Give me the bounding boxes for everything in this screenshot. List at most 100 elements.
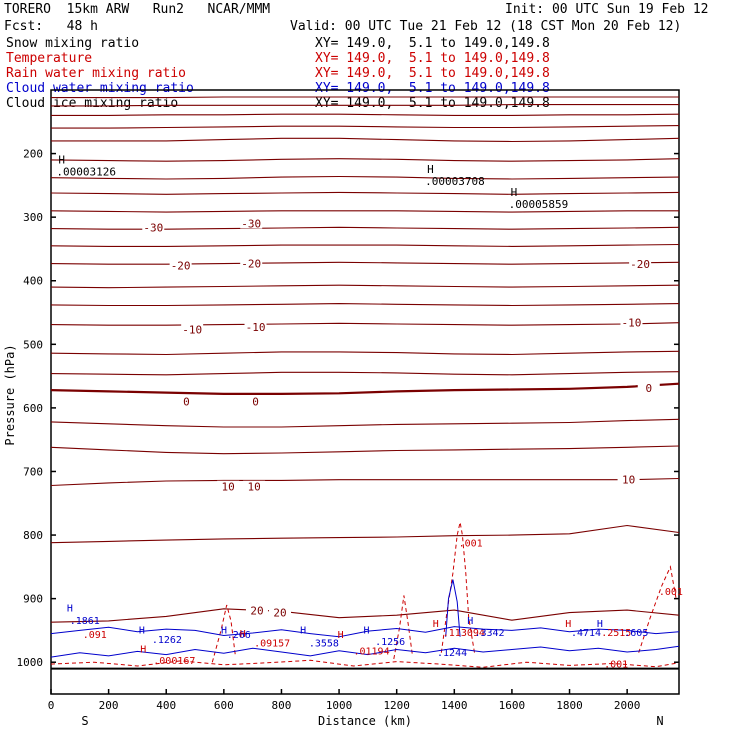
x-tick-label-1: 200 [99, 699, 119, 712]
contour-label-7: -10 [622, 317, 642, 330]
cloud-water-contour-1 [50, 645, 680, 658]
field-xy-snow: XY= 149.0, 5.1 to 149.0,149.8 [315, 36, 550, 51]
contour-label-bg-13 [617, 473, 640, 485]
plot-frame [50, 89, 680, 695]
x-tick-label-6: 1200 [383, 699, 410, 712]
contour-label-12: 10 [247, 481, 260, 494]
low-level-label-6: .000167 [153, 656, 195, 667]
field-name-temperature: Temperature [6, 51, 93, 66]
init-time: Init: 00 UTC Sun 19 Feb 12 [505, 2, 709, 17]
low-level-label-20: .3342 [474, 628, 504, 639]
isotherm-1 [51, 104, 679, 107]
y-tick-label-3: 500 [23, 338, 43, 351]
contour-label-bg-10 [637, 382, 660, 394]
isotherm-6 [50, 175, 680, 180]
isotherm-22 [50, 608, 680, 623]
low-level-label-16: .1256 [375, 637, 405, 648]
maxima-label-2: .00005859 [509, 198, 569, 211]
low-level-label-21: H [467, 616, 473, 627]
y-tick-label-4: 600 [23, 402, 43, 415]
contour-label-2: -20 [171, 259, 191, 272]
y-tick-label-2: 400 [23, 275, 43, 288]
contour-label-bg-1 [240, 217, 263, 229]
field-name-cloud-water: Cloud water mixing ratio [6, 81, 194, 96]
field-name-rain: Rain water mixing ratio [6, 66, 187, 81]
low-level-label-15: H [364, 626, 370, 637]
cloud-water-contour-0 [50, 626, 680, 638]
low-level-label-10: .09157 [254, 638, 290, 649]
isotherm-19 [50, 445, 680, 455]
isotherm-2 [51, 113, 680, 116]
y-tick-label-1: 300 [23, 211, 43, 224]
contour-label-10: 0 [645, 382, 652, 395]
isotherm-5 [50, 158, 680, 162]
isotherm-12 [50, 284, 680, 289]
x-tick-label-3: 600 [214, 699, 234, 712]
rain-contour-0 [440, 522, 475, 653]
isotherm-18 [50, 418, 680, 428]
x-axis-label: Distance (km) [318, 714, 412, 728]
low-level-label-8: .266 [227, 630, 251, 641]
x-tick-label-0: 0 [48, 699, 55, 712]
maxima-marker-0: H [58, 153, 65, 166]
low-level-label-17: .1244 [437, 648, 467, 659]
low-level-label-5: H [140, 645, 146, 656]
isotherm-15 [50, 350, 680, 356]
valid-time: Valid: 00 UTC Tue 21 Feb 12 (18 CST Mon … [290, 19, 682, 34]
low-level-label-29: .001 [604, 659, 628, 670]
isotherm-20 [50, 477, 680, 487]
low-level-label-19: .113094 [443, 628, 485, 639]
contour-label-bg-6 [244, 321, 267, 333]
low-level-label-1: .1861 [70, 616, 100, 627]
y-tick-label-6: 800 [23, 529, 43, 542]
isotherm-4 [51, 137, 680, 143]
low-level-label-22: H [565, 619, 571, 630]
contour-label-11: 10 [222, 481, 235, 494]
field-xy-rain: XY= 149.0, 5.1 to 149.0,149.8 [315, 66, 550, 81]
x-tick-label-8: 1600 [499, 699, 526, 712]
field-name-snow: Snow mixing ratio [6, 36, 140, 51]
low-level-label-13: H [338, 630, 344, 641]
y-tick-label-0: 200 [23, 148, 43, 161]
field-xy-cloud-ice: XY= 149.0, 5.1 to 149.0,149.8 [315, 96, 550, 111]
contour-label-14: 20 [250, 605, 263, 618]
contour-label-bg-12 [243, 480, 266, 492]
rain-contour-1 [638, 565, 677, 653]
contour-layer [50, 96, 680, 668]
contour-label-0: -30 [143, 221, 163, 234]
maxima-marker-1: H [427, 163, 434, 176]
rain-contour-3 [393, 595, 413, 660]
low-level-label-3: H [139, 626, 145, 637]
contour-label-bg-3 [240, 257, 263, 269]
rain-contour-4 [50, 659, 680, 668]
contour-label-4: -20 [630, 258, 650, 271]
low-level-label-7: H [221, 626, 227, 637]
isotherm-8 [50, 210, 679, 213]
maxima-label-1: .00003708 [425, 175, 485, 188]
maxima-marker-2: H [511, 186, 518, 199]
low-level-label-25: .605 [624, 628, 648, 639]
x-tick-label-10: 2000 [614, 699, 641, 712]
low-level-label-23: .4714 [571, 628, 601, 639]
x-tick-label-7: 1400 [441, 699, 468, 712]
low-level-label-12: .3558 [309, 638, 339, 649]
isotherm-17 [50, 382, 680, 395]
cloud-water-contour-2 [445, 579, 461, 637]
low-level-label-14: .01194 [353, 647, 389, 658]
contour-label-bg-7 [620, 316, 643, 328]
contour-label-9: 0 [252, 396, 259, 409]
y-tick-label-7: 900 [23, 593, 43, 606]
contour-label-13: 10 [622, 474, 635, 487]
low-level-label-0: H [67, 603, 73, 614]
isotherm-21 [50, 524, 680, 544]
contour-label-8: 0 [183, 396, 190, 409]
low-level-label-4: .1262 [152, 635, 182, 646]
low-level-label-28: .001 [659, 587, 683, 598]
contour-label-15: 20 [273, 607, 286, 620]
y-axis-label: Pressure (hPa) [3, 344, 17, 445]
field-name-cloud-ice: Cloud ice mixing ratio [6, 96, 179, 111]
low-level-label-9: H [240, 629, 246, 640]
field-xy-temperature: XY= 149.0, 5.1 to 149.0,149.8 [315, 51, 550, 66]
